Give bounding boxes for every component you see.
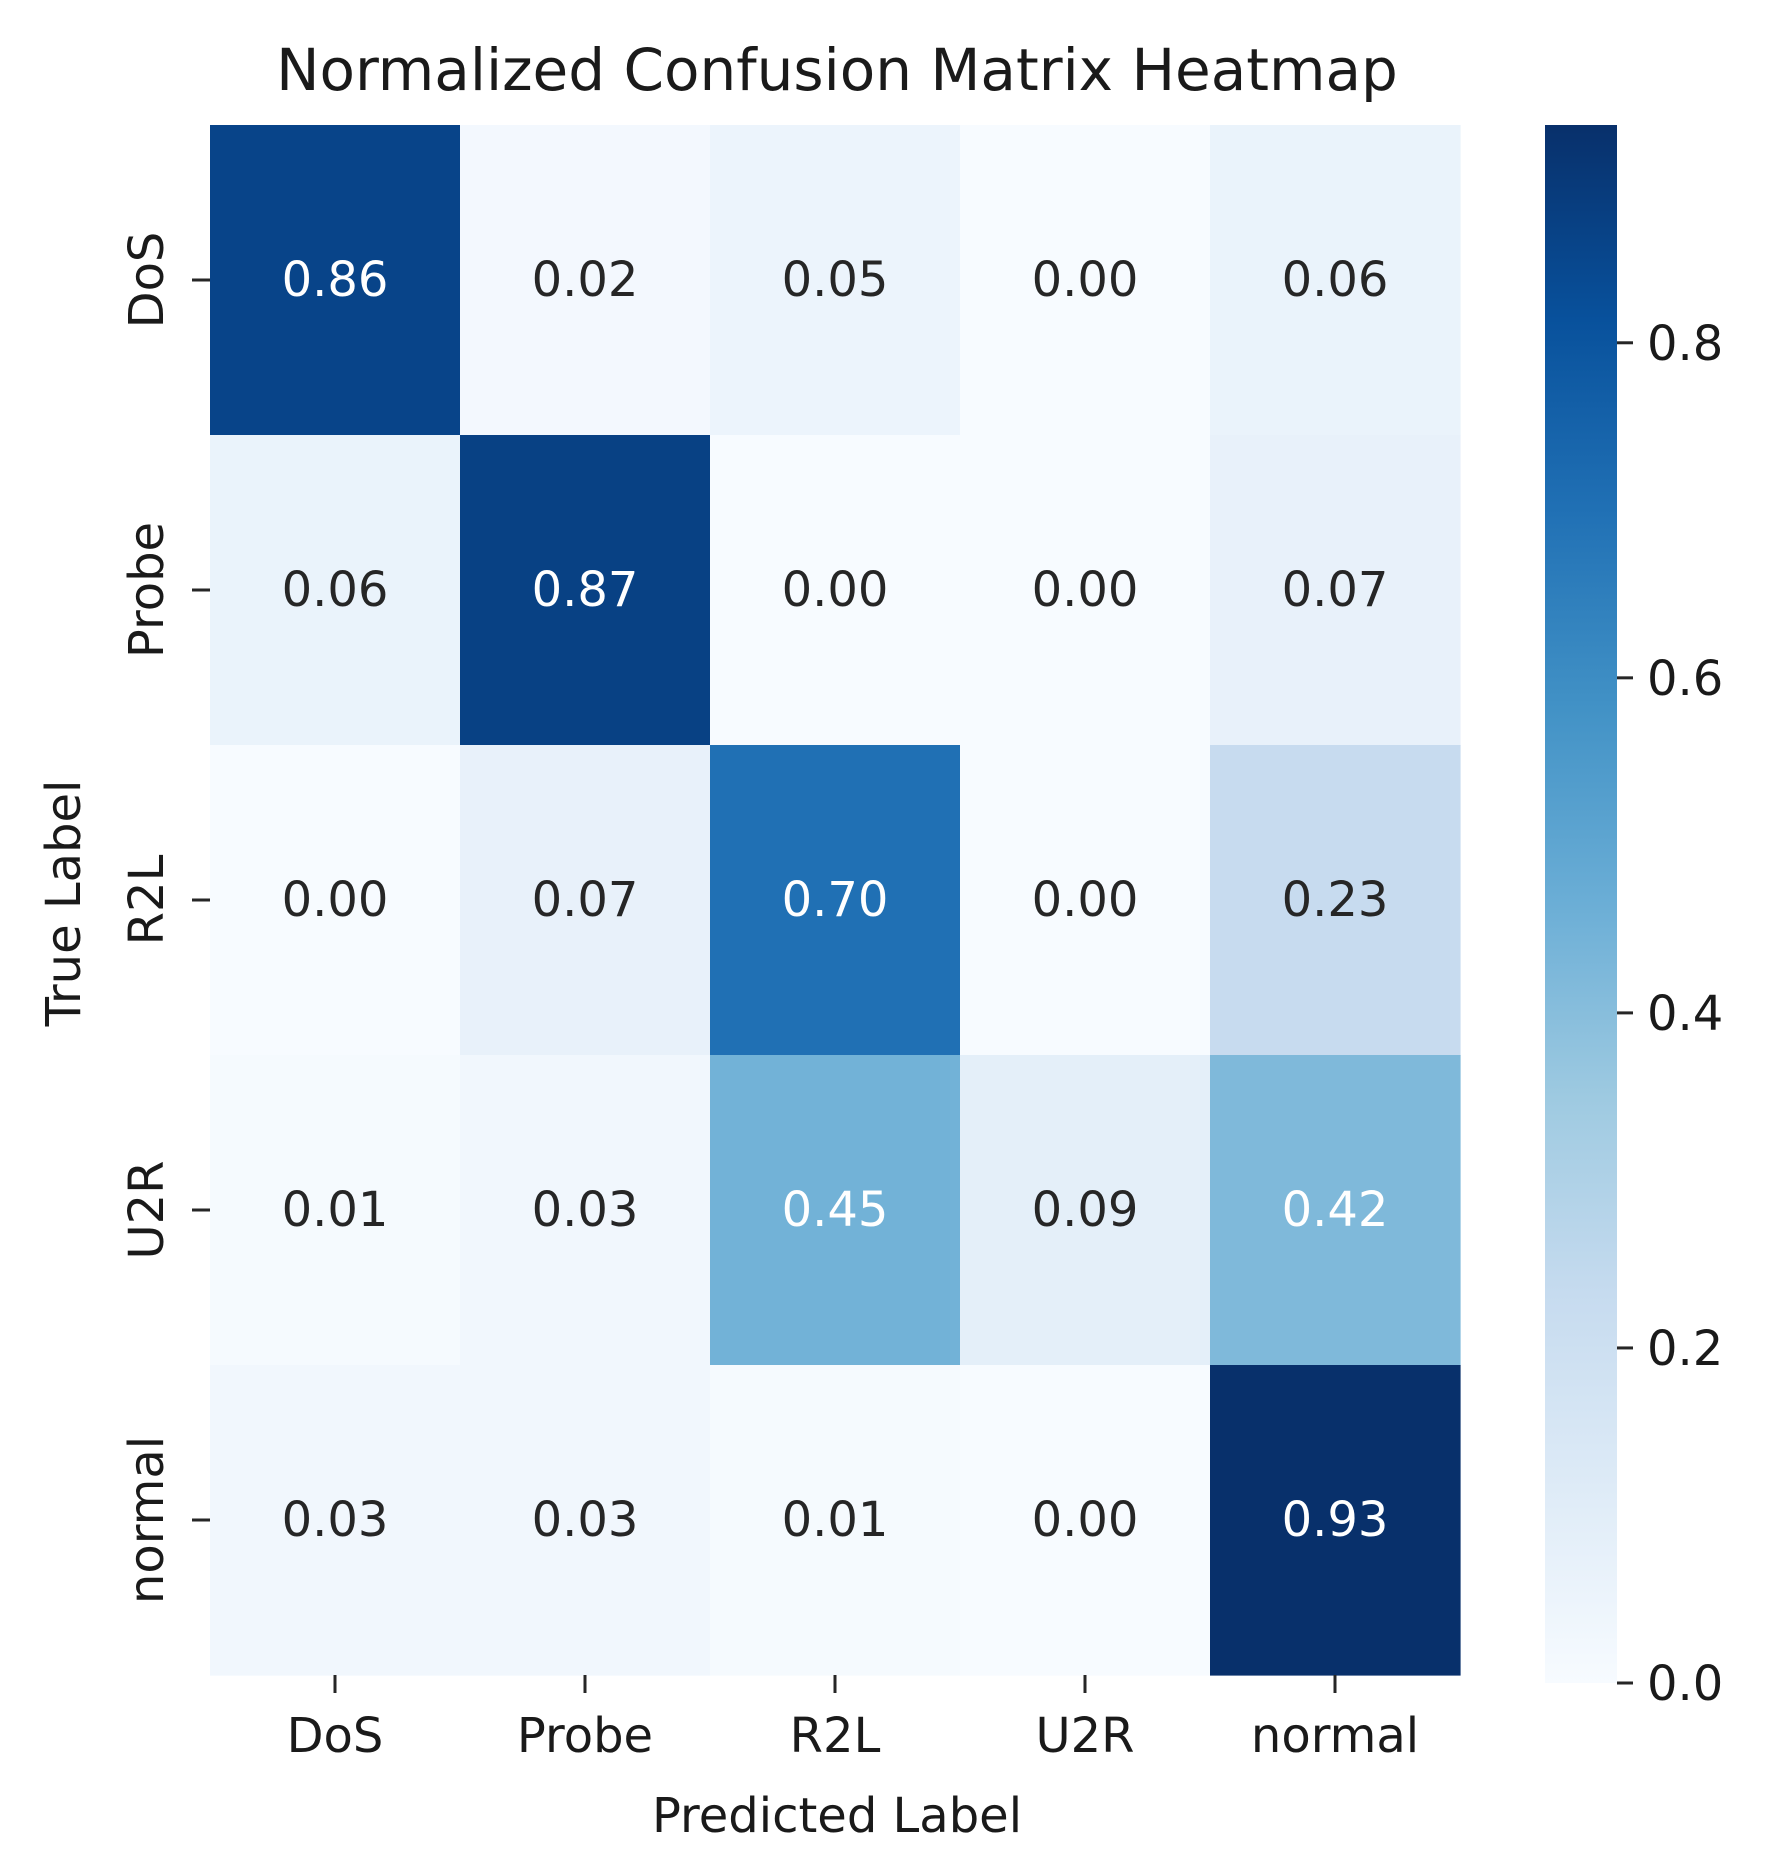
heatmap-cells (210, 125, 1461, 1676)
cell-value-label-2-1: 0.07 (532, 872, 639, 928)
heatmap-cell-4-1 (460, 1365, 711, 1676)
x-tick-label-0: DoS (287, 1708, 384, 1764)
y-axis: DoS Probe R2L U2R normal (119, 232, 210, 1604)
heatmap-cell-1-2 (710, 435, 961, 746)
y-tick-label-1: Probe (119, 522, 175, 658)
cell-value-label-3-0: 0.01 (282, 1182, 389, 1238)
cell-value-label-0-2: 0.05 (782, 252, 889, 308)
cell-value-label-0-1: 0.02 (532, 252, 639, 308)
heatmap-cell-3-0 (210, 1055, 461, 1366)
heatmap-cell-2-0 (210, 745, 461, 1056)
heatmap-cell-0-3 (960, 125, 1211, 436)
cell-value-label-3-4: 0.42 (1282, 1182, 1389, 1238)
heatmap-cell-1-0 (210, 435, 461, 746)
colorbar-tick-label-3: 0.6 (1647, 651, 1723, 707)
colorbar-tick-label-2: 0.4 (1647, 986, 1723, 1042)
heatmap-cell-labels: 0.86 0.02 0.05 0.00 0.06 0.06 0.87 0.00 0.00 0.07… (282, 252, 1389, 1548)
heatmap-cell-4-4 (1210, 1365, 1461, 1676)
cell-value-label-3-2: 0.45 (782, 1182, 889, 1238)
heatmap-cell-0-4 (1210, 125, 1461, 436)
cell-value-label-4-2: 0.01 (782, 1492, 889, 1548)
cell-value-label-3-1: 0.03 (532, 1182, 639, 1238)
heatmap-cell-2-1 (460, 745, 711, 1056)
colorbar-ticks: 0.0 0.2 0.4 0.6 0.8 (1617, 316, 1723, 1712)
cell-value-label-1-3: 0.00 (1032, 562, 1139, 618)
y-tick-label-2: R2L (119, 854, 175, 945)
heatmap-cell-1-3 (960, 435, 1211, 746)
cell-value-label-0-3: 0.00 (1032, 252, 1139, 308)
colorbar (1545, 125, 1617, 1683)
cell-value-label-1-4: 0.07 (1282, 562, 1389, 618)
x-axis-label: Predicted Label (652, 1788, 1022, 1844)
heatmap-cell-3-1 (460, 1055, 711, 1366)
cell-value-label-2-3: 0.00 (1032, 872, 1139, 928)
colorbar-tick-label-0: 0.0 (1647, 1656, 1723, 1712)
cell-value-label-4-1: 0.03 (532, 1492, 639, 1548)
heatmap-cell-2-3 (960, 745, 1211, 1056)
cell-value-label-3-3: 0.09 (1032, 1182, 1139, 1238)
y-axis-label: True Label (36, 780, 92, 1028)
cell-value-label-1-2: 0.00 (782, 562, 889, 618)
y-tick-label-4: normal (119, 1436, 175, 1604)
colorbar-tick-label-4: 0.8 (1647, 316, 1723, 372)
cell-value-label-4-0: 0.03 (282, 1492, 389, 1548)
heatmap-cell-4-3 (960, 1365, 1211, 1676)
heatmap-cell-4-2 (710, 1365, 961, 1676)
cell-value-label-1-1: 0.87 (532, 562, 639, 618)
cell-value-label-0-0: 0.86 (282, 252, 389, 308)
colorbar-tick-label-1: 0.2 (1647, 1321, 1723, 1377)
cell-value-label-4-4: 0.93 (1282, 1492, 1389, 1548)
heatmap-cell-1-1 (460, 435, 711, 746)
x-tick-label-2: R2L (790, 1708, 881, 1764)
heatmap-cell-1-4 (1210, 435, 1461, 746)
cell-value-label-1-0: 0.06 (282, 562, 389, 618)
x-tick-label-1: Probe (517, 1708, 653, 1764)
x-tick-label-4: normal (1251, 1708, 1419, 1764)
heatmap-cell-4-0 (210, 1365, 461, 1676)
heatmap-cell-0-2 (710, 125, 961, 436)
heatmap-cell-2-4 (1210, 745, 1461, 1056)
heatmap-cell-3-2 (710, 1055, 961, 1366)
cell-value-label-4-3: 0.00 (1032, 1492, 1139, 1548)
heatmap-cell-3-3 (960, 1055, 1211, 1366)
y-tick-label-3: U2R (119, 1160, 175, 1259)
cell-value-label-2-0: 0.00 (282, 872, 389, 928)
x-axis: DoS Probe R2L U2R normal (287, 1675, 1419, 1764)
heatmap-cell-0-1 (460, 125, 711, 436)
heatmap-cell-0-0 (210, 125, 461, 436)
heatmap-cell-2-2 (710, 745, 961, 1056)
cell-value-label-2-4: 0.23 (1282, 872, 1389, 928)
x-tick-label-3: U2R (1035, 1708, 1134, 1764)
chart-title: Normalized Confusion Matrix Heatmap (276, 36, 1398, 104)
cell-value-label-2-2: 0.70 (782, 872, 889, 928)
y-tick-label-0: DoS (119, 232, 175, 329)
heatmap-cell-3-4 (1210, 1055, 1461, 1366)
cell-value-label-0-4: 0.06 (1282, 252, 1389, 308)
